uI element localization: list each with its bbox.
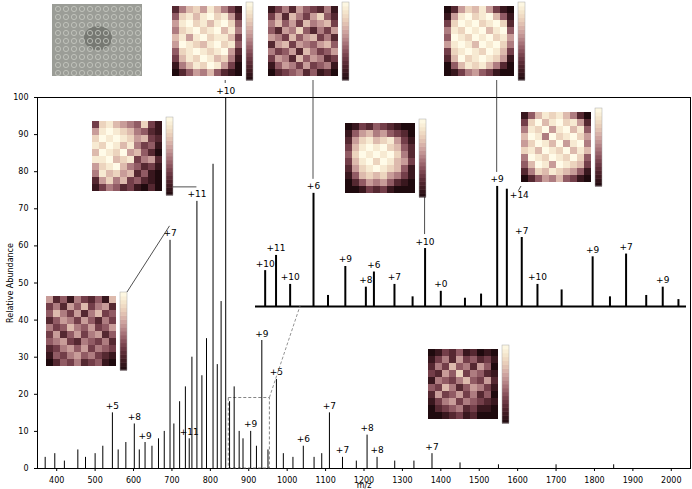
svg-text:0: 0 xyxy=(23,464,28,473)
svg-text:+6: +6 xyxy=(297,434,311,444)
svg-text:40: 40 xyxy=(18,316,28,325)
svg-text:700: 700 xyxy=(164,476,179,485)
svg-text:+9: +9 xyxy=(138,431,152,441)
svg-text:60: 60 xyxy=(18,241,28,250)
svg-text:m/z: m/z xyxy=(357,481,372,489)
svg-text:+6: +6 xyxy=(307,181,321,191)
svg-text:1700: 1700 xyxy=(546,476,566,485)
svg-text:+11: +11 xyxy=(187,189,206,199)
svg-text:+11: +11 xyxy=(267,243,286,253)
svg-text:+10: +10 xyxy=(416,237,435,247)
svg-text:Relative Abundance: Relative Abundance xyxy=(6,243,15,323)
svg-text:+9: +9 xyxy=(339,254,353,264)
svg-text:1000: 1000 xyxy=(277,476,297,485)
svg-text:+9: +9 xyxy=(656,275,670,285)
svg-text:+8: +8 xyxy=(359,275,373,285)
svg-text:+5: +5 xyxy=(106,401,119,411)
svg-text:1800: 1800 xyxy=(584,476,604,485)
svg-text:+7: +7 xyxy=(425,442,438,452)
svg-text:+9: +9 xyxy=(255,329,269,339)
svg-text:50: 50 xyxy=(18,279,28,288)
svg-text:+10: +10 xyxy=(281,272,300,282)
svg-text:1900: 1900 xyxy=(623,476,643,485)
svg-text:+7: +7 xyxy=(163,228,176,238)
svg-text:+10: +10 xyxy=(216,86,235,96)
svg-text:+9: +9 xyxy=(244,419,258,429)
svg-text:90: 90 xyxy=(18,130,28,139)
svg-text:+9: +9 xyxy=(491,174,505,184)
svg-text:+0: +0 xyxy=(434,279,448,289)
svg-text:20: 20 xyxy=(18,390,28,399)
svg-text:+7: +7 xyxy=(515,226,528,236)
svg-text:1400: 1400 xyxy=(431,476,451,485)
svg-text:+8: +8 xyxy=(370,445,384,455)
svg-text:+9: +9 xyxy=(586,245,600,255)
svg-text:1300: 1300 xyxy=(392,476,412,485)
svg-text:100: 100 xyxy=(13,93,28,102)
svg-text:1100: 1100 xyxy=(315,476,335,485)
svg-text:+11: +11 xyxy=(180,427,199,437)
svg-text:+14: +14 xyxy=(510,190,529,200)
svg-text:80: 80 xyxy=(18,167,28,176)
svg-text:400: 400 xyxy=(49,476,64,485)
svg-text:+10: +10 xyxy=(528,272,547,282)
svg-text:+7: +7 xyxy=(619,242,632,252)
svg-text:2000: 2000 xyxy=(661,476,681,485)
svg-text:+10: +10 xyxy=(256,259,275,269)
svg-text:600: 600 xyxy=(126,476,141,485)
svg-text:+7: +7 xyxy=(336,445,349,455)
svg-text:+8: +8 xyxy=(128,412,142,422)
svg-text:10: 10 xyxy=(18,427,28,436)
svg-text:+5: +5 xyxy=(270,367,283,377)
svg-text:1600: 1600 xyxy=(507,476,527,485)
svg-text:+7: +7 xyxy=(388,272,401,282)
svg-text:+6: +6 xyxy=(367,260,381,270)
svg-text:800: 800 xyxy=(203,476,218,485)
svg-text:70: 70 xyxy=(18,204,28,213)
svg-text:500: 500 xyxy=(87,476,102,485)
svg-text:30: 30 xyxy=(18,353,28,362)
svg-text:900: 900 xyxy=(241,476,256,485)
svg-text:+8: +8 xyxy=(360,423,374,433)
svg-text:+7: +7 xyxy=(323,401,336,411)
svg-text:1500: 1500 xyxy=(469,476,489,485)
